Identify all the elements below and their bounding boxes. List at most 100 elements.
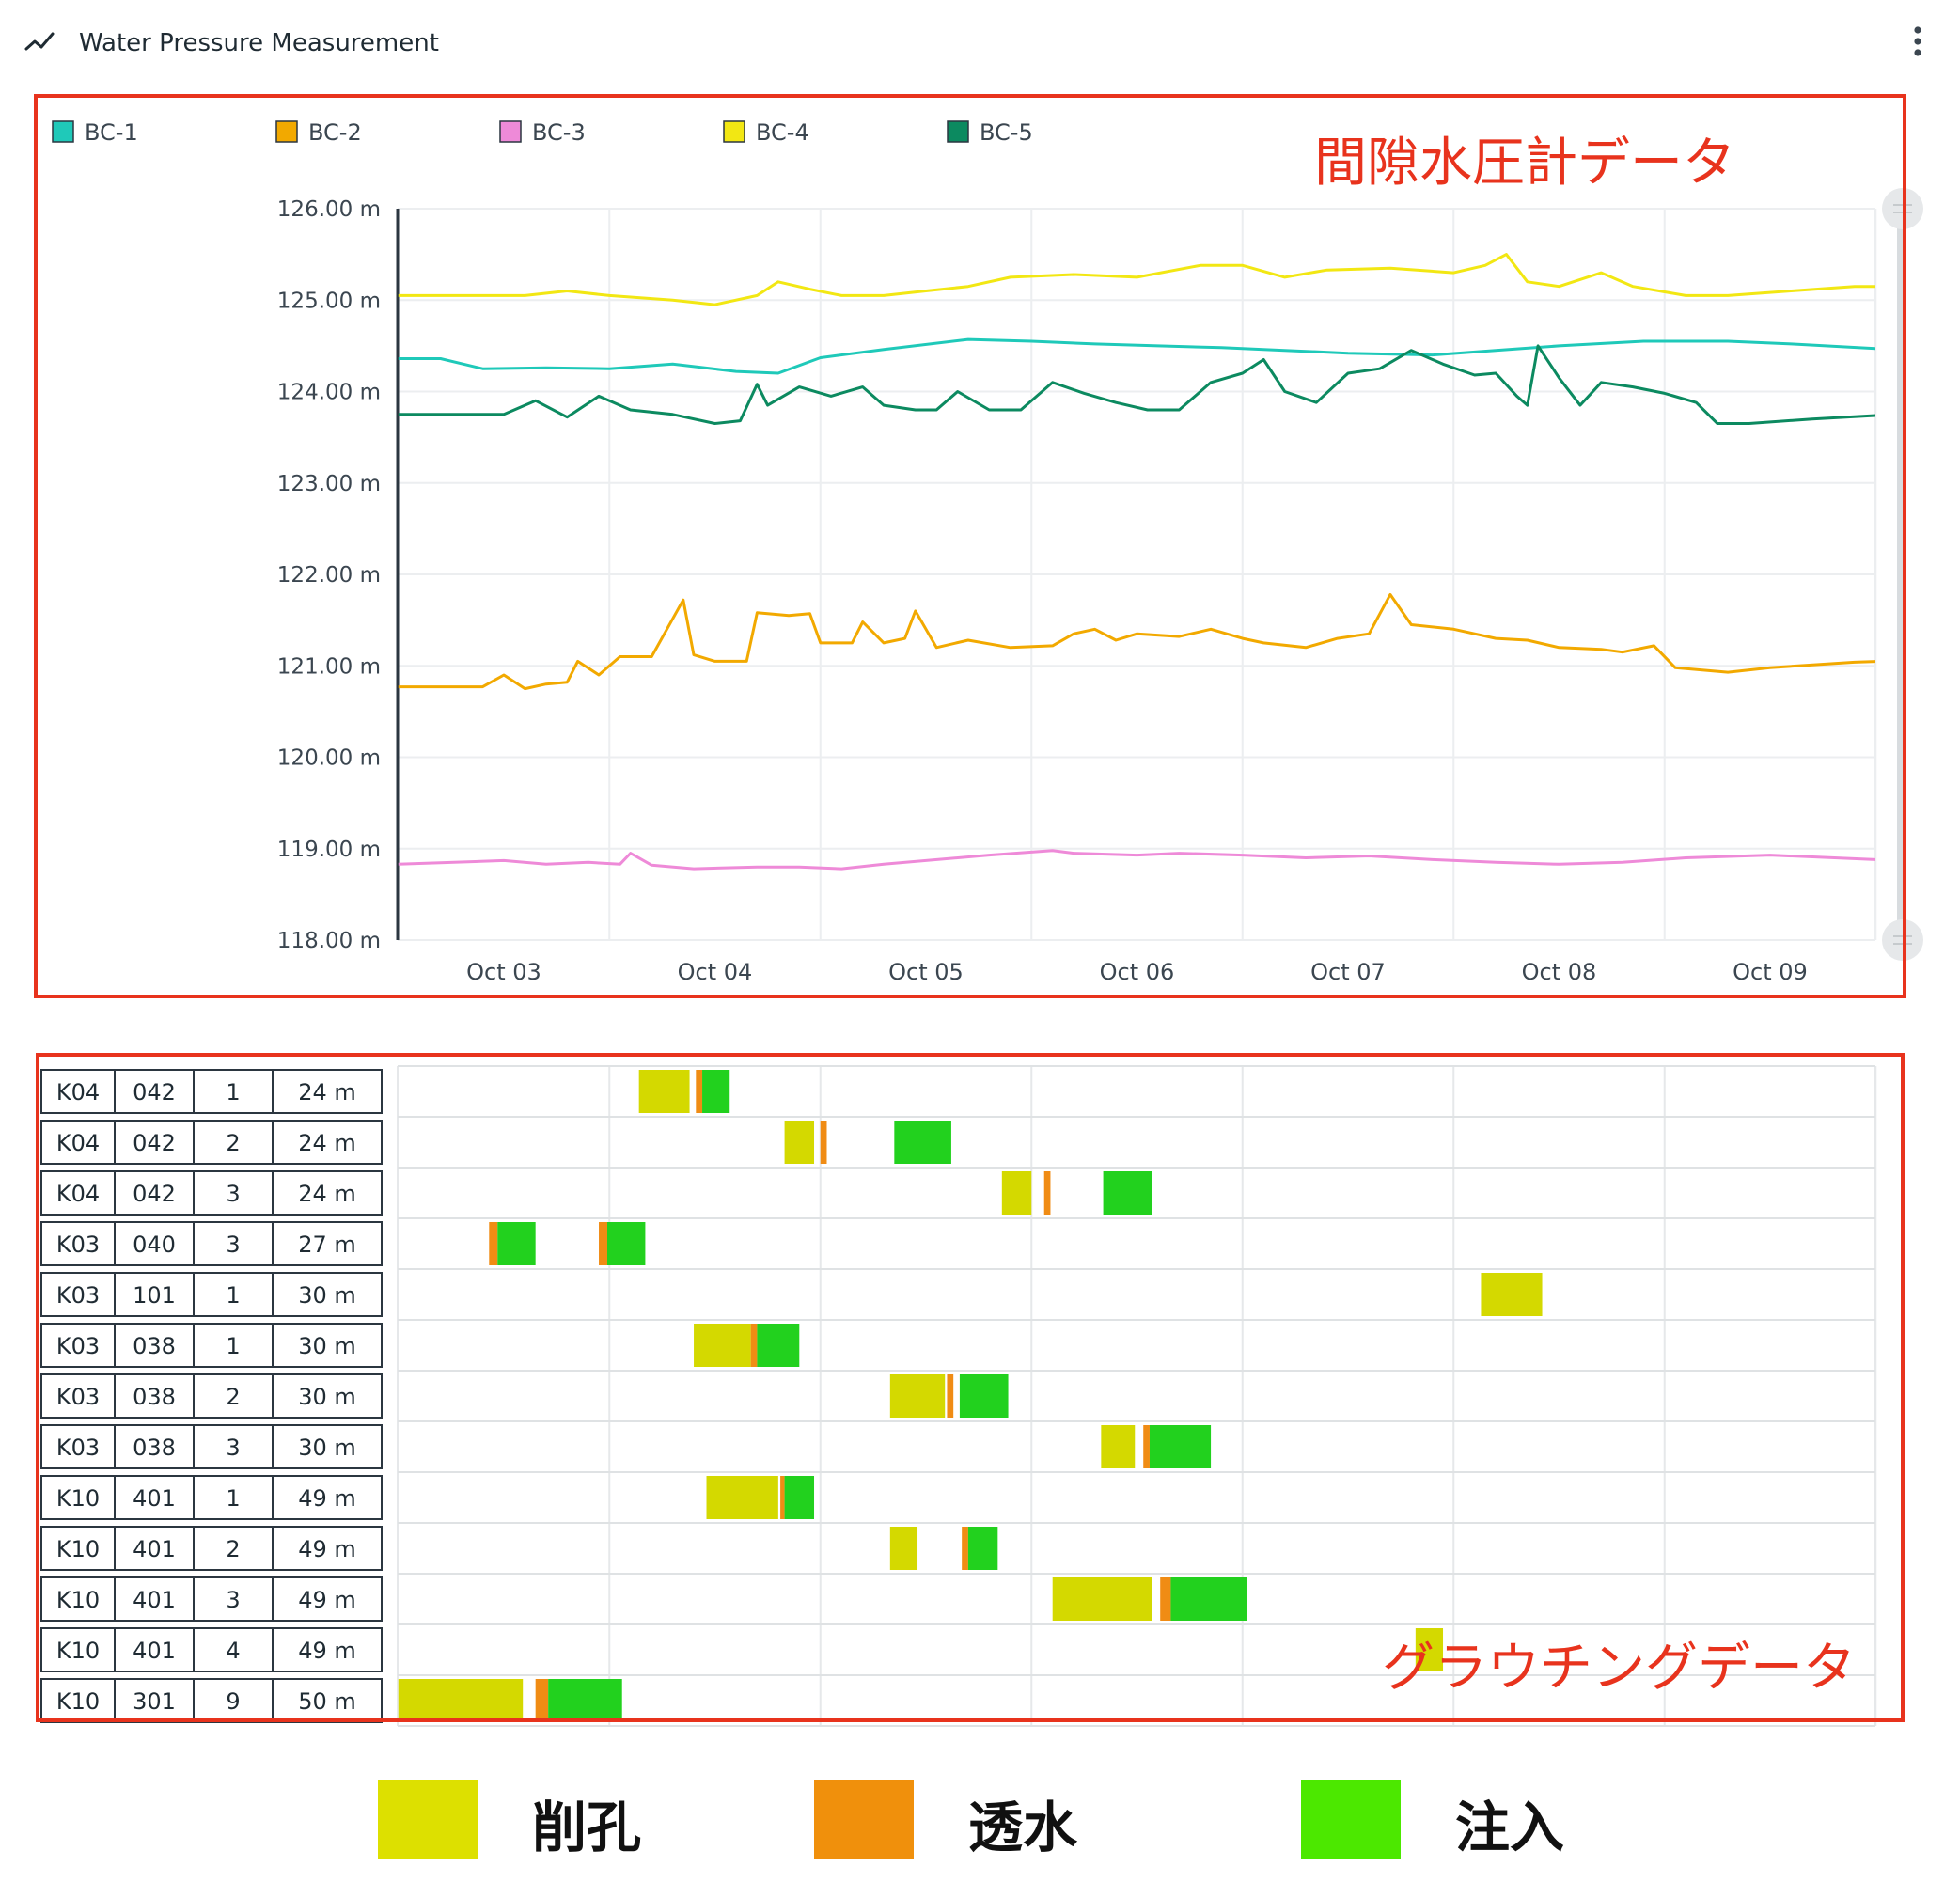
legend-swatch-bc-3	[499, 120, 522, 143]
x-tick-label: Oct 09	[1733, 959, 1808, 985]
legend-swatch-key_injection	[1301, 1780, 1401, 1859]
injection-bar	[548, 1679, 622, 1722]
series-legend: BC-1 BC-2 BC-3 BC-4 BC-5	[52, 119, 1033, 146]
table-cell-stage: 3	[226, 1435, 240, 1461]
grouting-data-label: グラウチングデータ	[1382, 1638, 1856, 1699]
table-cell-box	[193, 1069, 274, 1114]
table-cell-depth: 49 m	[298, 1485, 356, 1512]
drilling-bar	[1052, 1577, 1152, 1621]
legend-label-bc-2: BC-2	[308, 119, 362, 146]
table-cell-hole: 401	[133, 1587, 176, 1613]
table-cell-box	[193, 1120, 274, 1165]
injection-bar	[757, 1324, 800, 1367]
table-cell-box	[272, 1323, 383, 1368]
table-cell-hole: 301	[133, 1688, 176, 1715]
x-tick-label: Oct 05	[888, 959, 964, 985]
series-line-bc-2	[398, 592, 1875, 691]
legend-swatch-key_permeability	[814, 1780, 914, 1859]
drilling-bar	[889, 1374, 946, 1418]
permeability-bar	[962, 1527, 968, 1570]
widget-title: Water Pressure Measurement	[79, 29, 439, 57]
table-cell-box	[193, 1373, 274, 1419]
y-tick-label: 125.00 m	[277, 289, 381, 313]
table-cell-box	[40, 1526, 116, 1571]
injection-bar	[497, 1222, 536, 1265]
series-line-bc-5	[398, 344, 1875, 425]
table-cell-box	[114, 1576, 195, 1622]
table-cell-box	[193, 1221, 274, 1266]
table-cell-stage: 9	[226, 1688, 240, 1715]
permeability-bar	[535, 1679, 549, 1722]
table-cell-area: K03	[56, 1435, 100, 1461]
kebab-menu-icon[interactable]	[1914, 26, 1921, 56]
pressure-data-frame	[34, 94, 1906, 998]
table-cell-box	[193, 1576, 274, 1622]
permeability-bar	[696, 1070, 703, 1113]
drilling-bar	[706, 1476, 778, 1519]
table-cell-stage: 2	[226, 1536, 240, 1562]
y-tick-label: 126.00 m	[277, 197, 381, 222]
permeability-bar	[1043, 1171, 1051, 1215]
table-cell-area: K03	[56, 1333, 100, 1359]
table-cell-box	[272, 1069, 383, 1114]
table-cell-hole: 401	[133, 1638, 176, 1664]
table-cell-depth: 49 m	[298, 1587, 356, 1613]
table-cell-box	[272, 1424, 383, 1469]
injection-bar	[894, 1121, 951, 1164]
grouting-chart: K04 042 1 24 m K04 042 2 24 m K04 042 3 24 m K03 040 3…	[40, 1065, 1877, 1727]
y-tick-label: 121.00 m	[277, 654, 381, 679]
drilling-bar	[1481, 1273, 1543, 1316]
y-tick-label: 118.00 m	[277, 929, 381, 953]
table-cell-box	[272, 1627, 383, 1672]
table-cell-hole: 038	[133, 1333, 176, 1359]
grouting-data-frame	[36, 1053, 1905, 1722]
y-axis-ticks: 118.00 m 119.00 m 120.00 m 121.00 m 122.00 m…	[277, 197, 381, 953]
table-cell-box	[193, 1475, 274, 1520]
permeability-bar	[820, 1121, 827, 1164]
table-cell-area: K10	[56, 1638, 100, 1664]
table-cell-stage: 1	[226, 1333, 240, 1359]
widget-header: Water Pressure Measurement	[24, 26, 1921, 57]
table-cell-box	[114, 1221, 195, 1266]
injection-bar	[959, 1374, 1009, 1418]
table-cell-box	[272, 1221, 383, 1266]
activity-legend: 削孔 透水 注入	[378, 1780, 1564, 1859]
table-cell-depth: 24 m	[298, 1079, 356, 1106]
pressure-data-label: 間隙水圧計データ	[1314, 133, 1735, 194]
injection-bar	[702, 1070, 730, 1113]
table-cell-box	[114, 1627, 195, 1672]
table-cell-stage: 3	[226, 1587, 240, 1613]
injection-bar	[607, 1222, 646, 1265]
table-cell-depth: 27 m	[298, 1231, 356, 1258]
table-cell-hole: 101	[133, 1282, 176, 1309]
x-tick-label: Oct 03	[466, 959, 541, 985]
line-chart-grid	[398, 208, 1877, 941]
table-cell-box	[40, 1678, 116, 1723]
table-cell-depth: 24 m	[298, 1181, 356, 1207]
injection-bar	[784, 1476, 815, 1519]
table-cell-box	[114, 1424, 195, 1469]
x-axis-ticks: Oct 03 Oct 04 Oct 05 Oct 06 Oct 07 Oct 08 Oct …	[466, 959, 1808, 985]
table-cell-area: K10	[56, 1688, 100, 1715]
permeability-bar	[1160, 1577, 1171, 1621]
table-cell-depth: 50 m	[298, 1688, 356, 1715]
table-cell-box	[40, 1576, 116, 1622]
y-tick-label: 122.00 m	[277, 563, 381, 588]
drilling-bar	[638, 1070, 690, 1113]
table-cell-stage: 1	[226, 1079, 240, 1106]
table-cell-box	[40, 1170, 116, 1216]
table-cell-box	[193, 1526, 274, 1571]
x-tick-label: Oct 06	[1100, 959, 1175, 985]
series-line-bc-3	[398, 849, 1875, 871]
line-chart-icon	[24, 32, 55, 51]
table-cell-box	[40, 1272, 116, 1317]
table-cell-box	[114, 1120, 195, 1165]
x-tick-label: Oct 04	[678, 959, 753, 985]
drilling-bar	[1001, 1171, 1032, 1215]
table-cell-box	[114, 1373, 195, 1419]
table-cell-box	[193, 1678, 274, 1723]
table-cell-box	[40, 1475, 116, 1520]
legend-label-bc-4: BC-4	[756, 119, 809, 146]
legend-swatch-key_drilling	[378, 1780, 478, 1859]
table-cell-stage: 3	[226, 1181, 240, 1207]
